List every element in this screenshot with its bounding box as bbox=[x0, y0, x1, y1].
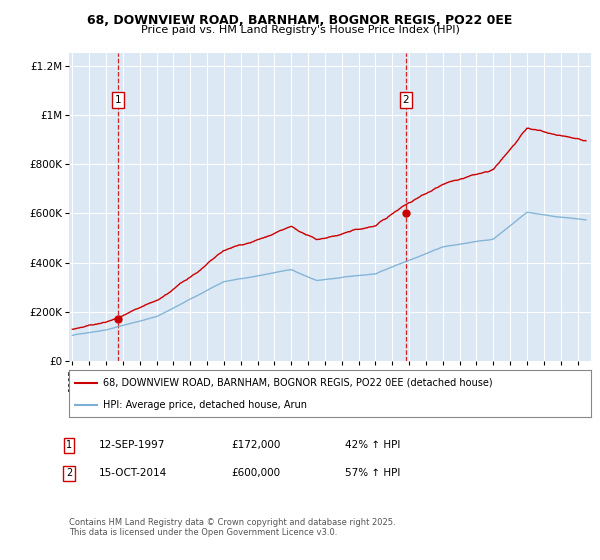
Text: 68, DOWNVIEW ROAD, BARNHAM, BOGNOR REGIS, PO22 0EE: 68, DOWNVIEW ROAD, BARNHAM, BOGNOR REGIS… bbox=[88, 14, 512, 27]
Text: Price paid vs. HM Land Registry's House Price Index (HPI): Price paid vs. HM Land Registry's House … bbox=[140, 25, 460, 35]
Text: £172,000: £172,000 bbox=[231, 440, 280, 450]
Text: 57% ↑ HPI: 57% ↑ HPI bbox=[345, 468, 400, 478]
Text: 15-OCT-2014: 15-OCT-2014 bbox=[99, 468, 167, 478]
Text: 68, DOWNVIEW ROAD, BARNHAM, BOGNOR REGIS, PO22 0EE (detached house): 68, DOWNVIEW ROAD, BARNHAM, BOGNOR REGIS… bbox=[103, 378, 493, 388]
Text: 2: 2 bbox=[66, 468, 72, 478]
Text: HPI: Average price, detached house, Arun: HPI: Average price, detached house, Arun bbox=[103, 400, 307, 410]
Text: 42% ↑ HPI: 42% ↑ HPI bbox=[345, 440, 400, 450]
Text: Contains HM Land Registry data © Crown copyright and database right 2025.
This d: Contains HM Land Registry data © Crown c… bbox=[69, 518, 395, 538]
Text: 2: 2 bbox=[402, 95, 409, 105]
Text: 1: 1 bbox=[115, 95, 121, 105]
Text: 12-SEP-1997: 12-SEP-1997 bbox=[99, 440, 166, 450]
Text: 1: 1 bbox=[66, 440, 72, 450]
Text: £600,000: £600,000 bbox=[231, 468, 280, 478]
